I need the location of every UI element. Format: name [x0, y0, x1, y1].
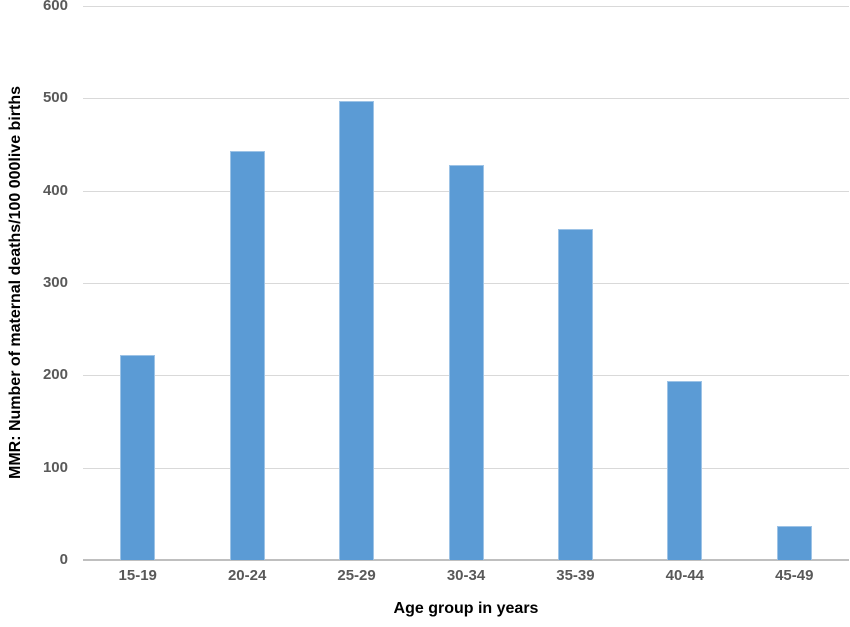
y-tick-label: 200 — [42, 366, 68, 384]
plot-area — [83, 6, 849, 561]
y-tick-label: 400 — [42, 181, 68, 199]
x-tick-label: 20-24 — [227, 567, 267, 584]
y-tick-label: 100 — [42, 458, 68, 476]
x-tick-label: 35-39 — [556, 567, 595, 584]
x-tick-label: 25-29 — [337, 567, 376, 584]
bar-15-19 — [120, 355, 156, 560]
x-tick-labels: 15-19 20-24 25-29 30-34 35-39 40-44 45-49 — [83, 566, 849, 588]
bar-30-34 — [448, 164, 484, 560]
bar-35-39 — [557, 229, 593, 560]
x-tick-label: 15-19 — [118, 567, 157, 584]
y-tick-label: 300 — [42, 274, 68, 291]
y-tick-label: 500 — [42, 89, 68, 107]
bar-40-44 — [667, 380, 703, 560]
x-tick-label: 40-44 — [665, 567, 705, 584]
x-axis-title: Age group in years — [393, 600, 539, 617]
gridline — [83, 98, 849, 100]
y-tick-label: 600 — [42, 0, 68, 14]
y-tick-label: 0 — [59, 551, 68, 568]
x-tick-label: 45-49 — [775, 567, 814, 584]
y-tick-labels: 0 100 200 300 400 500 600 — [0, 0, 68, 568]
x-axis-line — [83, 559, 849, 561]
bar-20-24 — [229, 150, 265, 560]
gridline — [83, 6, 849, 7]
bar-45-49 — [776, 525, 812, 560]
x-tick-label: 30-34 — [446, 567, 486, 584]
bar-25-29 — [339, 101, 375, 560]
